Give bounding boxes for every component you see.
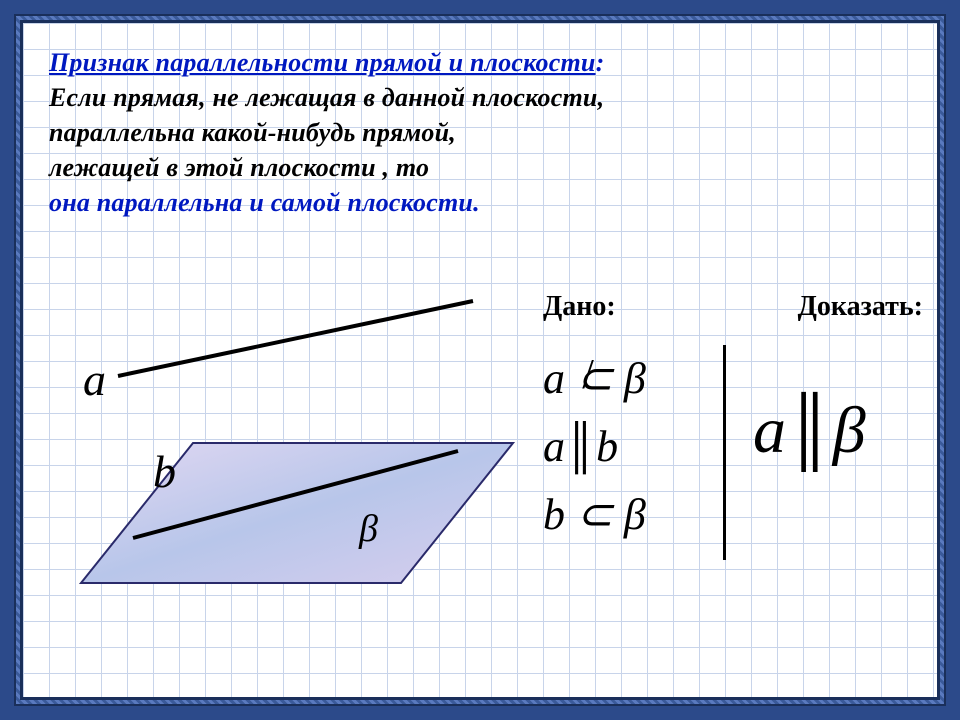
given-block: а ⊂ / β а║b b ⊂ β xyxy=(543,345,703,550)
theorem-line-1: Если прямая, не лежащая в данной плоскос… xyxy=(49,80,911,115)
line-a xyxy=(118,301,473,376)
content-area: Признак параллельности прямой и плоскост… xyxy=(23,23,937,697)
plane-beta xyxy=(81,443,513,583)
not-subset-symbol: ⊂ / xyxy=(576,345,613,413)
proof-headers: Дано: Доказать: xyxy=(543,291,923,323)
theorem-line-2: параллельна какой-нибудь прямой, xyxy=(49,115,911,150)
title-text: Признак параллельности прямой и плоскост… xyxy=(49,48,596,77)
inner-frame: Признак параллельности прямой и плоскост… xyxy=(20,20,940,700)
label-a: а xyxy=(83,353,106,406)
prove-expression: а║β xyxy=(753,393,866,469)
label-beta: β xyxy=(359,507,378,551)
given-line-2: а║b xyxy=(543,413,703,481)
geometry-diagram: а b β xyxy=(63,293,523,633)
given-header: Дано: xyxy=(543,291,616,323)
theorem-conclusion: она параллельна и самой плоскости. xyxy=(49,185,911,220)
given-line-3: b ⊂ β xyxy=(543,481,703,549)
label-b: b xyxy=(153,445,176,498)
title-line: Признак параллельности прямой и плоскост… xyxy=(49,45,911,80)
diagram-svg xyxy=(63,293,523,633)
g1-rhs: β xyxy=(624,354,646,403)
theorem-line-3: лежащей в этой плоскости , то xyxy=(49,150,911,185)
negation-slash: / xyxy=(582,343,594,408)
prove-header: Доказать: xyxy=(798,291,923,323)
g1-lhs: а xyxy=(543,354,565,403)
texture-border: Признак параллельности прямой и плоскост… xyxy=(14,14,946,706)
outer-frame: Признак параллельности прямой и плоскост… xyxy=(0,0,960,720)
given-line-1: а ⊂ / β xyxy=(543,345,703,413)
vertical-divider xyxy=(723,345,726,560)
